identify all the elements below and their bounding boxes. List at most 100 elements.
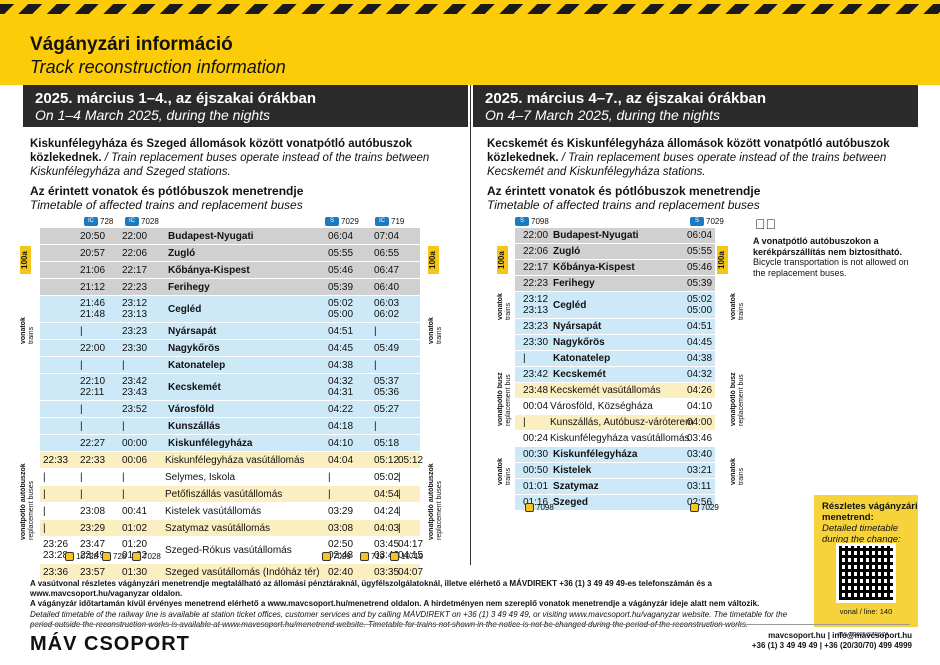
bicycle-note-en: Bicycle transportation is not allowed on… — [753, 257, 909, 278]
ic-train-icon: IC — [84, 217, 98, 226]
time-cell: 23:30 — [523, 337, 549, 348]
time-cell: 05:12 — [374, 455, 400, 466]
train-number: 728 — [100, 217, 114, 226]
time-cell: 22:27 — [80, 438, 106, 449]
right-intro: Kecskemét és Kiskunfélegyháza állomások … — [487, 137, 907, 179]
time-cell: 00:41 — [122, 506, 148, 517]
bus-badge: 7028 — [132, 552, 161, 561]
time-cell: 20:57 — [80, 248, 106, 259]
table-row: 00:24 Kiskunfélegyháza vasútállomás 03:46 — [515, 431, 715, 446]
left-date-hu: 2025. március 1–4., az éjszakai órákban — [35, 90, 317, 107]
train-number: 10719 — [401, 552, 424, 561]
page-title: Vágányzári információ — [30, 34, 233, 55]
time-cell: 00:04 — [523, 401, 549, 412]
train-badge: S 7098 — [515, 217, 549, 226]
station-name: Kistelek vasútállomás — [165, 506, 262, 517]
train-icon: S — [325, 217, 339, 226]
bicycle-note: A vonatpótló autóbuszokon a kerékpárszál… — [753, 236, 913, 278]
header-banner: Vágányzári információ Track reconstructi… — [0, 0, 940, 85]
right-intro-bold: Kecskemét és Kiskunfélegyháza állomások … — [487, 138, 890, 164]
time-cell: 03:11 — [687, 481, 712, 492]
station-name: Kiskunfélegyháza vasútállomás — [550, 433, 690, 444]
time-cell: 22:23 — [523, 278, 549, 289]
table-row: 22:00 Budapest-Nyugati 06:04 — [515, 228, 715, 243]
footer-text: A vasútvonal részletes vágányzári menetr… — [30, 579, 800, 630]
station-name: Kőbánya-Kispest — [168, 265, 250, 276]
table-row: | 23:29 01:02 Szatymaz vasútállomás 03:08 04:… — [40, 520, 420, 536]
time-cell: 00:50 — [523, 465, 549, 476]
time-cell: 03:45 03:43 — [374, 539, 400, 561]
time-cell: 00:06 — [122, 455, 148, 466]
hazard-stripe-top — [0, 4, 940, 14]
time-cell: 05:02 — [374, 472, 400, 483]
time-cell: | — [122, 360, 125, 371]
bus-icon — [102, 552, 111, 561]
station-name: Cegléd — [168, 304, 202, 315]
time-cell: 23:29 — [80, 523, 106, 534]
time-cell: 23:23 — [523, 321, 549, 332]
time-cell: 03:35 — [374, 567, 400, 578]
time-cell: 04:18 — [328, 421, 354, 432]
time-cell: | — [122, 489, 125, 500]
table-row: 22:06 Zugló 05:55 — [515, 244, 715, 259]
station-name: Nagykőrös — [168, 343, 220, 354]
contact-info: mavcsoport.hu | info@mavcsoport.hu +36 (… — [752, 631, 912, 651]
time-cell: 22:06 — [122, 248, 148, 259]
station-name: Kecskemét vasútállomás — [550, 385, 661, 396]
table-row: 22:33 22:33 00:06 Kiskunfélegyháza vasútáll… — [40, 452, 424, 468]
time-cell: | — [328, 489, 331, 500]
train-badge: S 7029 — [690, 217, 724, 226]
right-trains-label: vonatok trains — [730, 293, 745, 320]
contact-phone[interactable]: +36 (1) 3 49 49 49 | +36 (20/30/70) 499 … — [751, 641, 912, 650]
time-cell: 03:21 — [687, 465, 713, 476]
station-name: Szatymaz — [553, 481, 599, 492]
time-cell: 04:24 — [374, 506, 400, 517]
time-cell: 04:10 — [328, 438, 354, 449]
time-cell: 01:16 — [523, 497, 549, 508]
time-cell: 04:51 — [328, 326, 354, 337]
station-name: Petőfiszállás vasútállomás — [165, 489, 283, 500]
right-trains-label: vonatok trains — [428, 317, 443, 344]
station-name: Szeged — [553, 497, 589, 508]
bus-icon — [390, 552, 399, 561]
station-name: Nyársapát — [553, 321, 602, 332]
time-cell: 05:12 — [398, 455, 424, 466]
time-cell: 23:26 23:28 — [43, 539, 69, 561]
table-row: 22:27 00:00 Kiskunfélegyháza 04:10 05:18 — [40, 435, 420, 451]
station-name: Kistelek — [553, 465, 592, 476]
time-cell: 22:17 — [122, 265, 148, 276]
station-name: Zugló — [553, 246, 581, 257]
qr-code[interactable] — [836, 543, 896, 603]
bus-icon — [322, 552, 331, 561]
station-name: Kunszállás — [168, 421, 221, 432]
table-row: | | Kunszállás 04:18 | — [40, 418, 420, 434]
contact-web[interactable]: mavcsoport.hu | info@mavcsoport.hu — [768, 631, 912, 640]
bus-badge: 10728 — [65, 552, 98, 561]
time-cell: | — [523, 353, 526, 364]
station-name: Szatymaz vasútállomás — [165, 523, 271, 534]
time-cell: | — [80, 360, 83, 371]
train-number: 719 — [391, 217, 405, 226]
time-cell: | — [374, 360, 377, 371]
train-number: 7028 — [141, 217, 159, 226]
station-name: Nyársapát — [168, 326, 217, 337]
station-name: Kőbánya-Kispest — [553, 262, 635, 273]
table-row: | Katonatelep 04:38 — [515, 351, 715, 366]
table-row: | 23:52 Városföld 04:22 05:27 — [40, 401, 420, 417]
footer-line-3: Detailed timetable of the railway line i… — [30, 609, 788, 629]
train-number: 7028 — [143, 552, 161, 561]
time-cell: 23:52 — [122, 404, 148, 415]
line-tag-100a: 100a — [428, 246, 439, 274]
table-row: 23:2623:2823:4723:4901:2001:22Szeged-Rók… — [40, 537, 423, 563]
time-cell: 05:55 — [328, 248, 354, 259]
time-cell: 22:33 — [80, 455, 106, 466]
line-tag-100a: 100a — [717, 246, 728, 274]
time-cell: 04:45 — [687, 337, 713, 348]
left-bus-label: vonatpótló autóbuszok replacement buses — [20, 463, 35, 540]
time-cell: 04:22 — [328, 404, 354, 415]
time-cell: 04:07 — [398, 567, 424, 578]
station-name: Kecskemét — [553, 369, 606, 380]
time-cell: | — [523, 417, 526, 428]
station-name: Kiskunfélegyháza — [553, 449, 638, 460]
table-row: 23:48 Kecskemét vasútállomás 04:26 — [515, 383, 715, 398]
